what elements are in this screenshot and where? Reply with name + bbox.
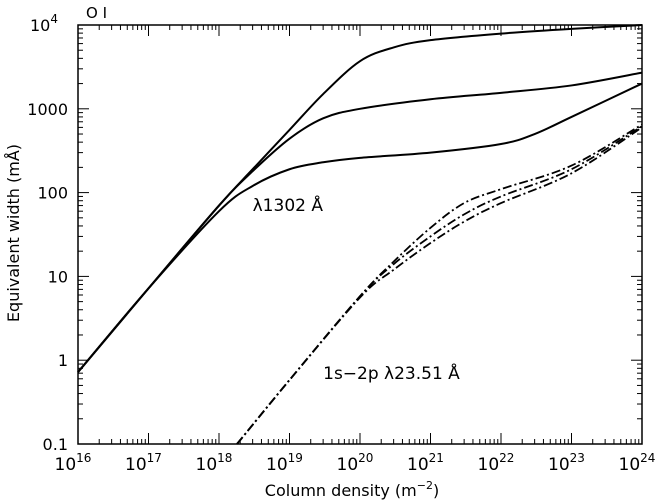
- x-axis-label: Column density (m−2): [265, 479, 439, 500]
- y-tick-label: 104: [30, 12, 58, 35]
- plot-frame: [77, 24, 643, 445]
- x-tick-label-exponent: 22: [499, 451, 514, 465]
- x-tick-label-exponent: 19: [288, 451, 303, 465]
- y-tick-label-exponent: 4: [50, 12, 58, 26]
- x-tick-label-base: 10: [548, 455, 570, 475]
- y-tick-label: 10: [48, 267, 68, 286]
- y-axis-label: Equivalent width (mÅ): [4, 144, 23, 322]
- annotation-2: 1s−2p λ23.51 Å: [323, 362, 460, 384]
- y-tick-label: 100: [37, 184, 68, 203]
- x-tick-label-base: 10: [407, 455, 429, 475]
- x-tick-label-exponent: 16: [76, 451, 91, 465]
- y-tick-label: 0.1: [43, 435, 68, 454]
- x-tick-label: 1021: [407, 451, 444, 475]
- x-tick-label-base: 10: [125, 455, 147, 475]
- curve-dashdot-6: [236, 126, 643, 445]
- x-axis-label-exponent: −2: [417, 479, 433, 492]
- x-tick-label: 1017: [125, 451, 162, 475]
- x-axis-label-main: Column density (m: [265, 481, 417, 500]
- y-tick-label-base: 100: [37, 184, 68, 203]
- curve-solid-1: [77, 24, 643, 373]
- curve-dashdot-5: [236, 125, 643, 445]
- x-tick-label-base: 10: [266, 455, 288, 475]
- y-tick-label-base: 1: [58, 351, 68, 370]
- curve-solid-3: [77, 82, 643, 373]
- x-tick-label-exponent: 18: [217, 451, 232, 465]
- x-tick-label-base: 10: [55, 455, 77, 475]
- y-tick-label-base: 10: [48, 267, 68, 286]
- x-tick-label: 1019: [266, 451, 303, 475]
- x-tick-label-exponent: 20: [358, 451, 373, 465]
- x-tick-label-exponent: 23: [570, 451, 585, 465]
- y-tick-label: 1: [58, 351, 68, 370]
- annotations: λ1302 Å 1s−2p λ23.51 Å: [253, 194, 461, 384]
- chart-title: O I: [86, 4, 107, 22]
- tick-marks: [77, 24, 643, 445]
- x-tick-label-exponent: 17: [147, 451, 162, 465]
- x-tick-label: 1016: [55, 451, 92, 475]
- x-tick-label: 1020: [337, 451, 374, 475]
- x-tick-label-base: 10: [196, 455, 218, 475]
- x-tick-label-exponent: 24: [640, 451, 655, 465]
- x-axis-label-close: ): [433, 481, 439, 500]
- y-tick-label-base: 10: [30, 16, 50, 35]
- x-tick-label-base: 10: [337, 455, 359, 475]
- x-tick-label: 1022: [478, 451, 515, 475]
- y-tick-label-base: 0.1: [43, 435, 68, 454]
- x-tick-label-base: 10: [478, 455, 500, 475]
- x-tick-label: 1018: [196, 451, 233, 475]
- curves: [77, 24, 643, 445]
- curve-solid-2: [77, 71, 643, 373]
- y-tick-label-base: 1000: [27, 100, 68, 119]
- y-tick-label: 1000: [27, 100, 68, 119]
- curve-dashdot-4: [236, 123, 643, 445]
- annotation-1: λ1302 Å: [253, 194, 324, 216]
- x-tick-label-exponent: 21: [429, 451, 444, 465]
- x-tick-label-base: 10: [619, 455, 641, 475]
- x-tick-label: 1024: [619, 451, 656, 475]
- tick-labels: 1016 1017 1018 1019 1020 1021 1022 1023 10240.11…: [27, 12, 655, 475]
- x-tick-label: 1023: [548, 451, 585, 475]
